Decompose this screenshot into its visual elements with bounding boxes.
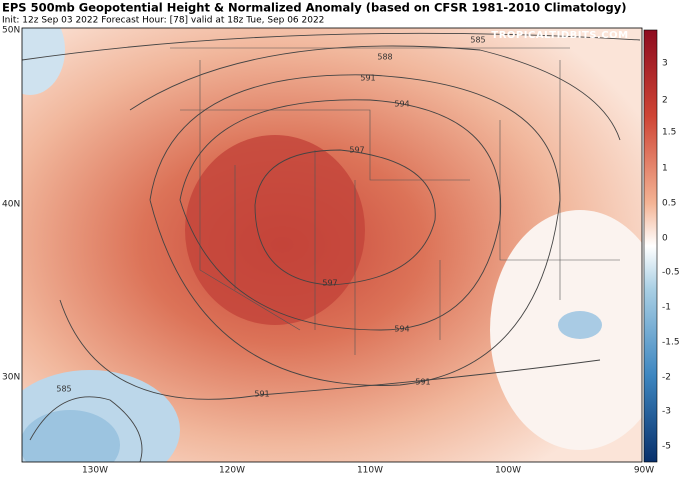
colorbar-label: 2 — [662, 96, 668, 106]
contour-label: 597 — [349, 146, 364, 155]
latitude-label: 40N — [2, 200, 20, 210]
colorbar — [643, 29, 658, 463]
colorbar-label: -1 — [662, 303, 671, 313]
contour-label: 594 — [394, 325, 409, 334]
contour-label: 588 — [377, 53, 392, 62]
colorbar-label: -2 — [662, 373, 671, 383]
latitude-label: 50N — [2, 26, 20, 36]
contour-label: 585 — [56, 385, 71, 394]
contour-label: 591 — [254, 390, 269, 399]
colorbar-label: -3 — [662, 407, 671, 417]
colorbar-label: 1.5 — [662, 128, 676, 138]
colorbar-label: 0 — [662, 234, 668, 244]
longitude-label: 120W — [219, 466, 245, 476]
latitude-label: 30N — [2, 373, 20, 383]
contour-label: 585 — [470, 36, 485, 45]
contour-label: 597 — [322, 279, 337, 288]
colorbar-label: 3 — [662, 59, 668, 69]
contour-label: 591 — [415, 378, 430, 387]
colorbar-label: 0.5 — [662, 199, 676, 209]
longitude-label: 110W — [357, 466, 383, 476]
longitude-label: 90W — [634, 466, 654, 476]
colorbar-label: -1.5 — [662, 338, 680, 348]
subtitle: Init: 12z Sep 03 2022 Forecast Hour: [78… — [2, 16, 324, 26]
colorbar-label: -0.5 — [662, 268, 680, 278]
map — [22, 28, 642, 462]
longitude-label: 100W — [495, 466, 521, 476]
colorbar-label: 1 — [662, 164, 668, 174]
longitude-label: 130W — [82, 466, 108, 476]
watermark: TROPICALTIDBITS.COM — [491, 30, 628, 41]
contour-label: 594 — [394, 100, 409, 109]
colorbar-label: -5 — [662, 442, 671, 452]
title: EPS 500mb Geopotential Height & Normaliz… — [2, 1, 626, 15]
contour-label: 591 — [360, 74, 375, 83]
